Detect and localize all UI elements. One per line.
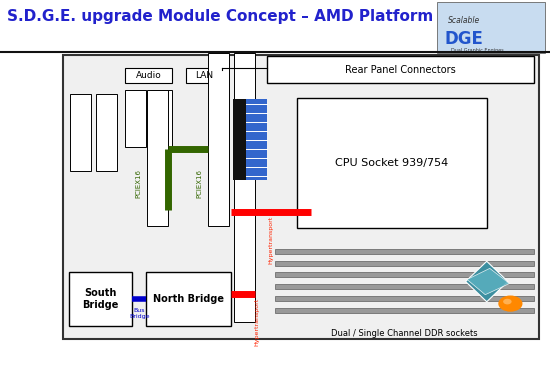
Bar [267,56,534,83]
Bar [275,296,534,301]
Text: Rear Panel Connectors: Rear Panel Connectors [345,64,455,75]
Circle shape [503,299,512,304]
Bar [96,94,117,171]
Bar [275,308,534,313]
Text: Hypertransport: Hypertransport [268,215,273,263]
Bar [297,98,487,228]
Text: North Bridge: North Bridge [153,294,224,304]
Text: Audio: Audio [136,71,162,80]
Bar [151,90,172,147]
Bar [233,99,249,180]
Text: PCIEX16: PCIEX16 [196,170,202,198]
Polygon shape [467,268,509,295]
Bar [146,272,231,326]
Polygon shape [465,261,508,302]
Text: LAN: LAN [195,71,213,80]
Text: Scalable: Scalable [448,16,481,25]
Bar [437,2,544,53]
Text: DGE: DGE [444,30,483,47]
Text: CPU Socket 939/754: CPU Socket 939/754 [336,158,448,168]
Bar [275,261,534,266]
Text: Bus
Bridge: Bus Bridge [129,308,150,319]
Bar [147,90,168,226]
Text: PCIEX16: PCIEX16 [136,170,141,198]
Text: Hypertransport: Hypertransport [255,298,260,346]
Bar [186,68,222,83]
Circle shape [498,296,522,312]
Bar [69,272,132,326]
Bar [208,53,229,226]
Bar [275,284,534,289]
Bar [275,249,534,254]
Bar [206,55,266,339]
Bar [234,53,255,322]
Text: Dual / Single Channel DDR sockets: Dual / Single Channel DDR sockets [331,329,477,338]
Bar [125,68,172,83]
Bar [246,99,267,180]
Text: Dual Graphic Engines: Dual Graphic Engines [451,48,504,53]
Bar [125,90,146,147]
Bar [63,55,539,339]
Text: South
Bridge: South Bridge [82,288,119,310]
Bar [275,272,534,277]
Bar [70,94,91,171]
Text: S.D.G.E. upgrade Module Concept – AMD Platform: S.D.G.E. upgrade Module Concept – AMD Pl… [7,9,433,24]
